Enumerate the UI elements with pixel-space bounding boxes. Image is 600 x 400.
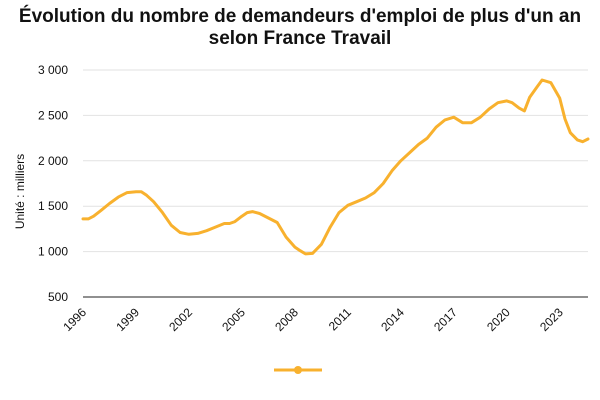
y-tick-label: 1 000 <box>38 245 68 259</box>
x-tick-label: 2014 <box>378 305 407 334</box>
grid-lines <box>83 69 588 253</box>
y-tick-label: 3 000 <box>38 63 68 77</box>
y-tick-label: 2 500 <box>38 108 68 122</box>
x-tick-label: 2020 <box>484 305 513 334</box>
legend <box>274 366 322 374</box>
x-tick-label: 2023 <box>537 305 566 334</box>
x-tick-label: 2008 <box>272 305 301 334</box>
y-tick-label: 500 <box>48 290 68 304</box>
y-tick-label: 1 500 <box>38 199 68 213</box>
y-axis-label: Unité : milliers <box>13 154 27 229</box>
x-tick-label: 1999 <box>113 305 142 334</box>
chart-title-line-2: selon France Travail <box>208 28 392 49</box>
legend-marker <box>294 366 302 374</box>
series-line <box>81 78 590 256</box>
x-tick-label: 2017 <box>431 305 460 334</box>
x-tick-label: 2002 <box>166 305 195 334</box>
chart-title-line-1: Évolution du nombre de demandeurs d'empl… <box>18 6 582 27</box>
x-axis-ticks: 1996 1999 2002 2005 2008 2011 2014 2017 2020 2023 <box>60 305 566 334</box>
chart-title: Évolution du nombre de demandeurs d'empl… <box>0 6 600 50</box>
x-tick-label: 1996 <box>60 305 89 334</box>
y-axis-ticks: 500 1 000 1 500 2 000 2 500 3 000 <box>38 63 68 304</box>
x-tick-label: 2011 <box>326 305 354 333</box>
y-tick-label: 2 000 <box>38 154 68 168</box>
x-tick-label: 2005 <box>219 305 248 334</box>
